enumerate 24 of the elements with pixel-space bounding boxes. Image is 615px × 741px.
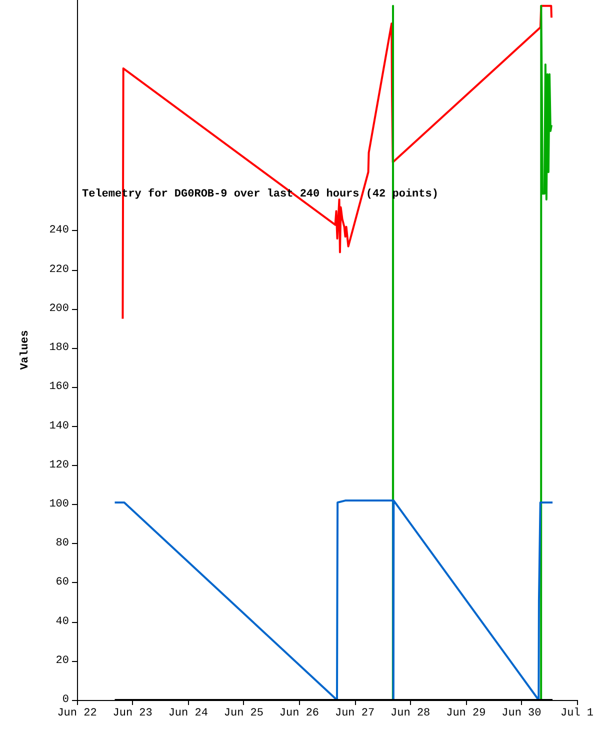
y-tick-label: 60: [56, 576, 69, 589]
y-tick-label: 180: [49, 342, 69, 354]
x-tick-label: Jun 26: [279, 708, 320, 720]
y-tick-label: 120: [49, 459, 69, 472]
y-tick-label: 80: [56, 538, 69, 550]
y-tick-label: 220: [49, 264, 69, 276]
y-axis-title: Values: [20, 330, 32, 370]
x-tick-label: Jun 29: [446, 708, 486, 720]
y-tick-label: 100: [49, 498, 69, 510]
y-tick-label: 40: [56, 616, 69, 628]
y-tick-label: 140: [49, 420, 69, 432]
y-tick-label: 200: [49, 302, 69, 315]
x-tick-label: Jun 27: [334, 708, 375, 720]
x-tick-label: Jun 22: [57, 708, 97, 720]
y-tick-label: 240: [49, 224, 69, 237]
x-tick-label: Jun 23: [112, 708, 152, 720]
x-tick-label: Jun 25: [224, 708, 264, 720]
y-tick-label: 160: [49, 381, 69, 394]
x-tick-label: Jun 28: [390, 708, 430, 720]
y-tick-label: 20: [56, 654, 69, 667]
x-tick-label: Jul 1: [560, 708, 594, 720]
y-tick-label: 0: [62, 694, 69, 706]
x-tick-label: Jun 30: [502, 708, 542, 720]
x-tick-label: Jun 24: [168, 708, 208, 720]
